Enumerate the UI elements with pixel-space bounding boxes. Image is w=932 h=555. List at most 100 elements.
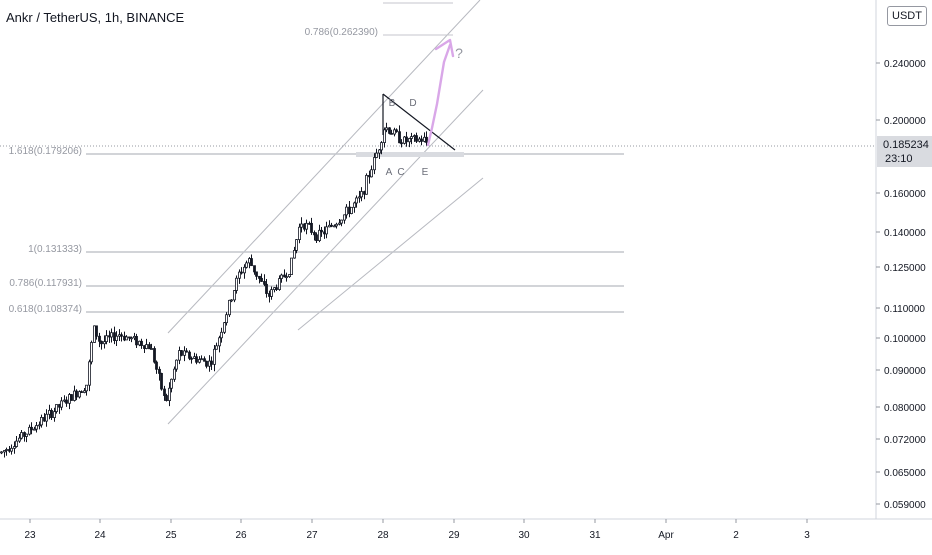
triangle-upper-line <box>382 93 456 151</box>
price-axis-label: 0.160000 <box>884 189 926 200</box>
candle-body <box>258 275 261 279</box>
candle-body <box>83 390 86 393</box>
candle-body <box>70 394 73 401</box>
candle-body <box>173 368 176 380</box>
candle-body <box>195 356 198 363</box>
candle-body <box>355 197 358 204</box>
wave-label-a: A <box>386 167 393 178</box>
chart-title: Ankr / TetherUS, 1h, BINANCE <box>6 10 185 25</box>
candle-body <box>155 361 158 370</box>
candle-body <box>383 129 386 143</box>
candle-body <box>105 335 108 343</box>
price-axis-label: 0.072000 <box>884 435 926 446</box>
candle-body <box>98 335 101 342</box>
candle-body <box>338 222 341 225</box>
candle-body <box>170 378 173 389</box>
candle-body <box>233 290 236 301</box>
triangle-pattern[interactable]: A B C D E? <box>382 38 463 178</box>
candle-body <box>228 299 231 316</box>
candle-body <box>245 262 248 268</box>
candle-body <box>5 449 8 451</box>
candle-body <box>85 384 88 392</box>
candle-body <box>238 271 241 279</box>
candle-body <box>225 314 228 324</box>
fibonacci-levels[interactable]: 0.786(0.262390) 1.618(0.179206) 1(0.131333… <box>0 0 876 315</box>
last-price-value: 0.185234 <box>883 139 929 151</box>
price-axis-label: 0.065000 <box>884 468 926 479</box>
candle-body <box>255 271 258 277</box>
candle-body <box>100 340 103 345</box>
candle-body <box>313 232 316 236</box>
candle-body <box>188 351 191 359</box>
fib-label: 0.618(0.108374) <box>9 304 82 315</box>
candle-body <box>183 350 186 356</box>
candle-body <box>135 335 138 346</box>
candle-body <box>293 250 296 259</box>
price-axis-label: 0.140000 <box>884 228 926 239</box>
candle-body <box>160 373 163 390</box>
candle-body <box>283 274 286 278</box>
candle-body <box>410 136 413 139</box>
candle-body <box>20 432 23 439</box>
fib-label: 1.618(0.179206) <box>9 146 82 157</box>
candle-body <box>150 348 153 350</box>
candle-body <box>415 135 418 142</box>
candle-body <box>378 149 381 154</box>
currency-badge[interactable]: USDT <box>887 6 927 26</box>
fib-label: 1(0.131333) <box>28 244 82 255</box>
candle-body <box>33 428 36 431</box>
candle-body <box>140 340 143 347</box>
candle-body <box>400 142 403 145</box>
candle-body <box>315 234 318 242</box>
candle-body <box>110 332 113 338</box>
time-axis-label: 25 <box>165 530 177 541</box>
candle-body <box>65 399 68 404</box>
candle-body <box>28 426 31 435</box>
candle-body <box>95 325 98 337</box>
price-axis-label: 0.240000 <box>884 59 926 70</box>
candle-body <box>168 387 171 402</box>
price-axis-label: 0.059000 <box>884 500 926 511</box>
candle-body <box>408 138 411 143</box>
candle-body <box>153 348 156 363</box>
candle-body <box>90 342 93 363</box>
fib-label-offscreen <box>318 0 380 4</box>
candle-body <box>265 283 268 294</box>
candle-body <box>218 337 221 347</box>
channel-line-1 <box>167 0 481 334</box>
parallel-channel[interactable] <box>167 0 484 425</box>
channel-line-2 <box>167 89 484 425</box>
candle-body <box>288 274 291 278</box>
candle-body <box>353 202 356 208</box>
price-axis-label: 0.200000 <box>884 116 926 127</box>
candle-body <box>270 289 273 297</box>
candle-body <box>205 360 208 367</box>
candle-body <box>253 265 256 273</box>
time-axis-label: 27 <box>306 530 318 541</box>
wave-label-d: D <box>409 98 416 109</box>
candle-body <box>310 222 313 233</box>
time-axis-label: 29 <box>448 530 460 541</box>
candlestick-series <box>0 122 428 458</box>
candle-body <box>15 440 18 447</box>
candle-body <box>130 337 133 340</box>
candle-body <box>300 223 303 228</box>
time-axis-label: 2 <box>733 530 739 541</box>
candle-body <box>370 169 373 178</box>
candle-body <box>240 271 243 274</box>
time-axis-label: 28 <box>377 530 389 541</box>
candle-body <box>230 299 233 302</box>
candle-body <box>350 206 353 214</box>
candle-body <box>148 344 151 350</box>
candle-body <box>88 361 91 386</box>
candle-body <box>180 350 183 356</box>
bar-countdown: 23:10 <box>885 153 913 165</box>
candle-body <box>263 281 266 285</box>
candle-body <box>75 390 78 398</box>
candle-body <box>120 334 123 337</box>
candle-body <box>220 331 223 339</box>
candle-body <box>373 157 376 171</box>
time-axis-label: 24 <box>94 530 106 541</box>
